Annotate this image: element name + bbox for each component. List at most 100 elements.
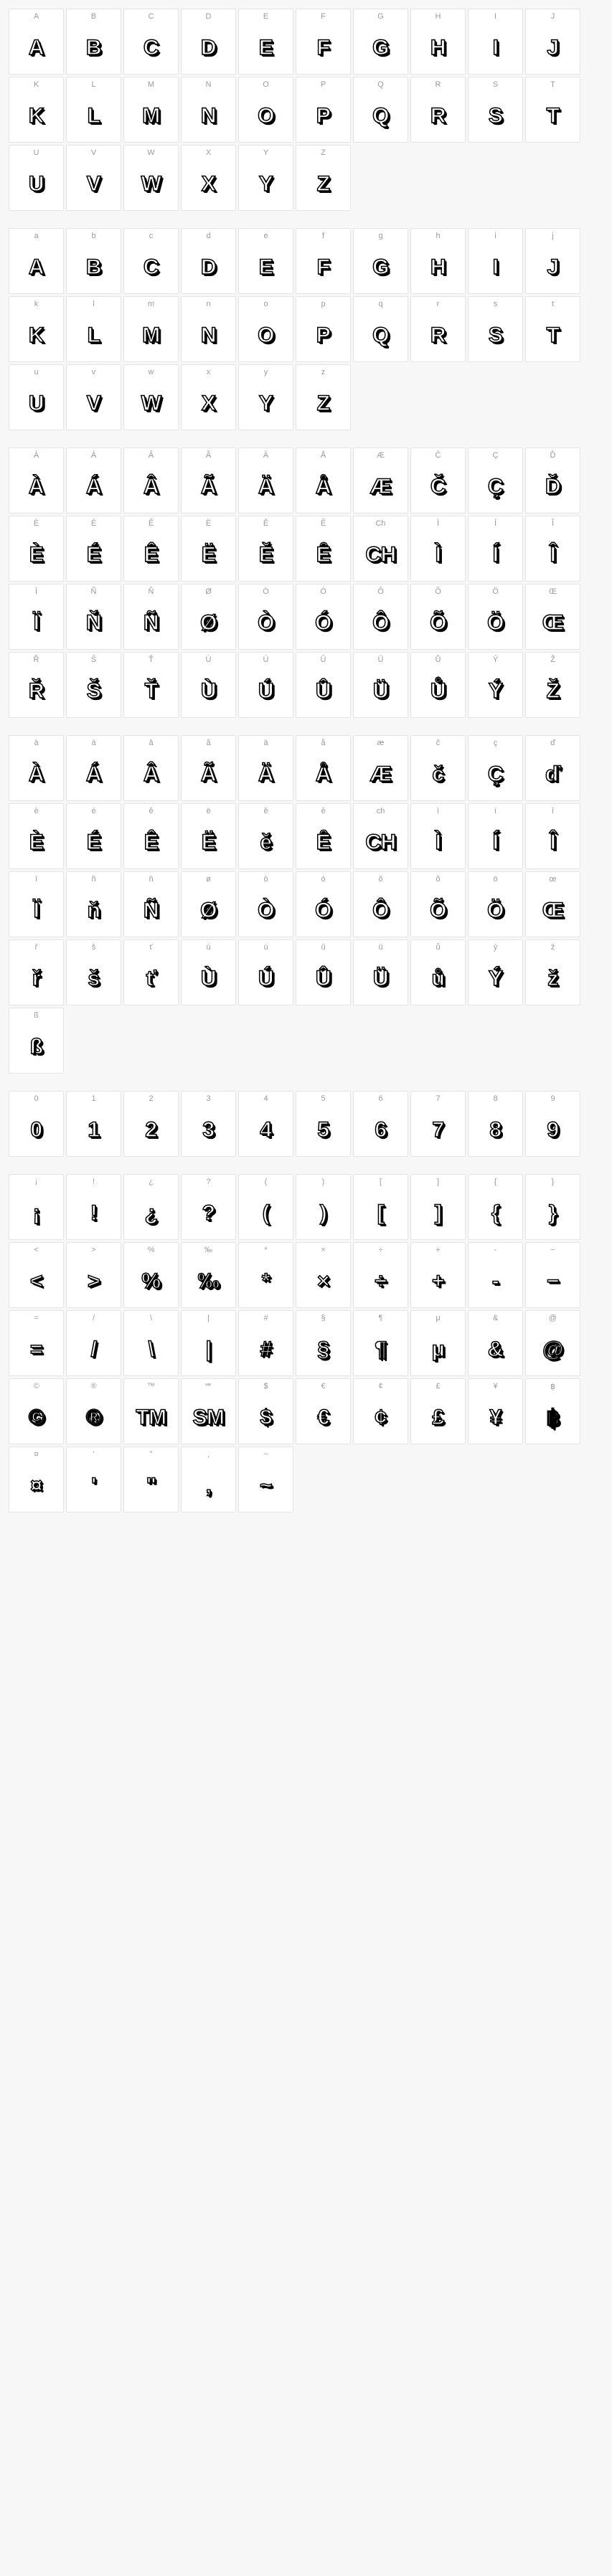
glyph-cell[interactable]: ÊÊ bbox=[123, 516, 179, 582]
glyph-cell[interactable]: ™TM bbox=[123, 1378, 179, 1444]
glyph-cell[interactable]: mM bbox=[123, 296, 179, 362]
glyph-cell[interactable]: ÕÕ bbox=[410, 584, 466, 650]
glyph-cell[interactable]: vV bbox=[66, 364, 121, 430]
glyph-cell[interactable]: íÍ bbox=[468, 803, 523, 869]
glyph-cell[interactable]: ÂÂ bbox=[123, 448, 179, 513]
glyph-cell[interactable]: ČČ bbox=[410, 448, 466, 513]
glyph-cell[interactable]: @@ bbox=[525, 1310, 580, 1376]
glyph-cell[interactable]: aA bbox=[9, 228, 64, 294]
glyph-cell[interactable]: oO bbox=[238, 296, 293, 362]
glyph-cell[interactable]: ïÏ bbox=[9, 871, 64, 937]
glyph-cell[interactable]: 11 bbox=[66, 1091, 121, 1157]
glyph-cell[interactable]: '' bbox=[66, 1446, 121, 1512]
glyph-cell[interactable]: ÏÏ bbox=[9, 584, 64, 650]
glyph-cell[interactable]: ŽŽ bbox=[525, 652, 580, 718]
glyph-cell[interactable]: ŮŮ bbox=[410, 652, 466, 718]
glyph-cell[interactable]: §§ bbox=[296, 1310, 351, 1376]
glyph-cell[interactable]: ÓÓ bbox=[296, 584, 351, 650]
glyph-cell[interactable]: ‰‰ bbox=[181, 1242, 236, 1308]
glyph-cell[interactable]: LL bbox=[66, 77, 121, 143]
glyph-cell[interactable]: sS bbox=[468, 296, 523, 362]
glyph-cell[interactable]: !! bbox=[66, 1174, 121, 1240]
glyph-cell[interactable]: dD bbox=[181, 228, 236, 294]
glyph-cell[interactable]: hH bbox=[410, 228, 466, 294]
glyph-cell[interactable]: ùÙ bbox=[181, 939, 236, 1005]
glyph-cell[interactable]: ßß bbox=[9, 1008, 64, 1074]
glyph-cell[interactable]: 77 bbox=[410, 1091, 466, 1157]
glyph-cell[interactable]: åÅ bbox=[296, 735, 351, 801]
glyph-cell[interactable]: \\ bbox=[123, 1310, 179, 1376]
glyph-cell[interactable]: 99 bbox=[525, 1091, 580, 1157]
glyph-cell[interactable]: ÌÌ bbox=[410, 516, 466, 582]
glyph-cell[interactable]: ñň bbox=[66, 871, 121, 937]
glyph-cell[interactable]: 88 bbox=[468, 1091, 523, 1157]
glyph-cell[interactable]: ŘŘ bbox=[9, 652, 64, 718]
glyph-cell[interactable]: €€ bbox=[296, 1378, 351, 1444]
glyph-cell[interactable]: çÇ bbox=[468, 735, 523, 801]
glyph-cell[interactable]: gG bbox=[353, 228, 408, 294]
glyph-cell[interactable]: ÝÝ bbox=[468, 652, 523, 718]
glyph-cell[interactable]: fF bbox=[296, 228, 351, 294]
glyph-cell[interactable]: chCH bbox=[353, 803, 408, 869]
glyph-cell[interactable]: pP bbox=[296, 296, 351, 362]
glyph-cell[interactable]: ëË bbox=[181, 803, 236, 869]
glyph-cell[interactable]: ** bbox=[238, 1242, 293, 1308]
glyph-cell[interactable]: ÁÁ bbox=[66, 448, 121, 513]
glyph-cell[interactable]: ?? bbox=[181, 1174, 236, 1240]
glyph-cell[interactable]: ÑŇ bbox=[66, 584, 121, 650]
glyph-cell[interactable]: êÊ bbox=[123, 803, 179, 869]
glyph-cell[interactable]: FF bbox=[296, 9, 351, 75]
glyph-cell[interactable]: tT bbox=[525, 296, 580, 362]
glyph-cell[interactable]: ¶¶ bbox=[353, 1310, 408, 1376]
glyph-cell[interactable]: UU bbox=[9, 145, 64, 211]
glyph-cell[interactable]: ďď bbox=[525, 735, 580, 801]
glyph-cell[interactable]: zZ bbox=[296, 364, 351, 430]
glyph-cell[interactable]: ZZ bbox=[296, 145, 351, 211]
glyph-cell[interactable]: NN bbox=[181, 77, 236, 143]
glyph-cell[interactable]: iI bbox=[468, 228, 523, 294]
glyph-cell[interactable]: ôÔ bbox=[353, 871, 408, 937]
glyph-cell[interactable]: ŇÑ bbox=[123, 584, 179, 650]
glyph-cell[interactable]: 00 bbox=[9, 1091, 64, 1157]
glyph-cell[interactable]: ŒŒ bbox=[525, 584, 580, 650]
glyph-cell[interactable]: CC bbox=[123, 9, 179, 75]
glyph-cell[interactable]: ůů bbox=[410, 939, 466, 1005]
glyph-cell[interactable]: ĚĚ bbox=[238, 516, 293, 582]
glyph-cell[interactable]: øØ bbox=[181, 871, 236, 937]
glyph-cell[interactable]: kK bbox=[9, 296, 64, 362]
glyph-cell[interactable]: ÔÔ bbox=[353, 584, 408, 650]
glyph-cell[interactable]: ℠SM bbox=[181, 1378, 236, 1444]
glyph-cell[interactable]: μμ bbox=[410, 1310, 466, 1376]
glyph-cell[interactable]: ¡¡ bbox=[9, 1174, 64, 1240]
glyph-cell[interactable]: ÄÄ bbox=[238, 448, 293, 513]
glyph-cell[interactable]: úÚ bbox=[238, 939, 293, 1005]
glyph-cell[interactable]: [[ bbox=[353, 1174, 408, 1240]
glyph-cell[interactable]: ìÌ bbox=[410, 803, 466, 869]
glyph-cell[interactable]: BB bbox=[66, 9, 121, 75]
glyph-cell[interactable]: ŤŤ bbox=[123, 652, 179, 718]
glyph-cell[interactable]: ÇÇ bbox=[468, 448, 523, 513]
glyph-cell[interactable]: îÎ bbox=[525, 803, 580, 869]
glyph-cell[interactable]: %% bbox=[123, 1242, 179, 1308]
glyph-cell[interactable]: öÖ bbox=[468, 871, 523, 937]
glyph-cell[interactable]: << bbox=[9, 1242, 64, 1308]
glyph-cell[interactable]: ÀÀ bbox=[9, 448, 64, 513]
glyph-cell[interactable]: JJ bbox=[525, 9, 580, 75]
glyph-cell[interactable]: ÖÖ bbox=[468, 584, 523, 650]
glyph-cell[interactable]: ++ bbox=[410, 1242, 466, 1308]
glyph-cell[interactable]: ÅÅ bbox=[296, 448, 351, 513]
glyph-cell[interactable]: EE bbox=[238, 9, 293, 75]
glyph-cell[interactable]: lL bbox=[66, 296, 121, 362]
glyph-cell[interactable]: QQ bbox=[353, 77, 408, 143]
glyph-cell[interactable]: âÂ bbox=[123, 735, 179, 801]
glyph-cell[interactable]: 66 bbox=[353, 1091, 408, 1157]
glyph-cell[interactable]: ¢¢ bbox=[353, 1378, 408, 1444]
glyph-cell[interactable]: ĎĎ bbox=[525, 448, 580, 513]
glyph-cell[interactable]: XX bbox=[181, 145, 236, 211]
glyph-cell[interactable]: šš bbox=[66, 939, 121, 1005]
glyph-cell[interactable]: ãÃ bbox=[181, 735, 236, 801]
glyph-cell[interactable]: ®® bbox=[66, 1378, 121, 1444]
glyph-cell[interactable]: řř bbox=[9, 939, 64, 1005]
glyph-cell[interactable]: cC bbox=[123, 228, 179, 294]
glyph-cell[interactable]: ÛÛ bbox=[296, 652, 351, 718]
